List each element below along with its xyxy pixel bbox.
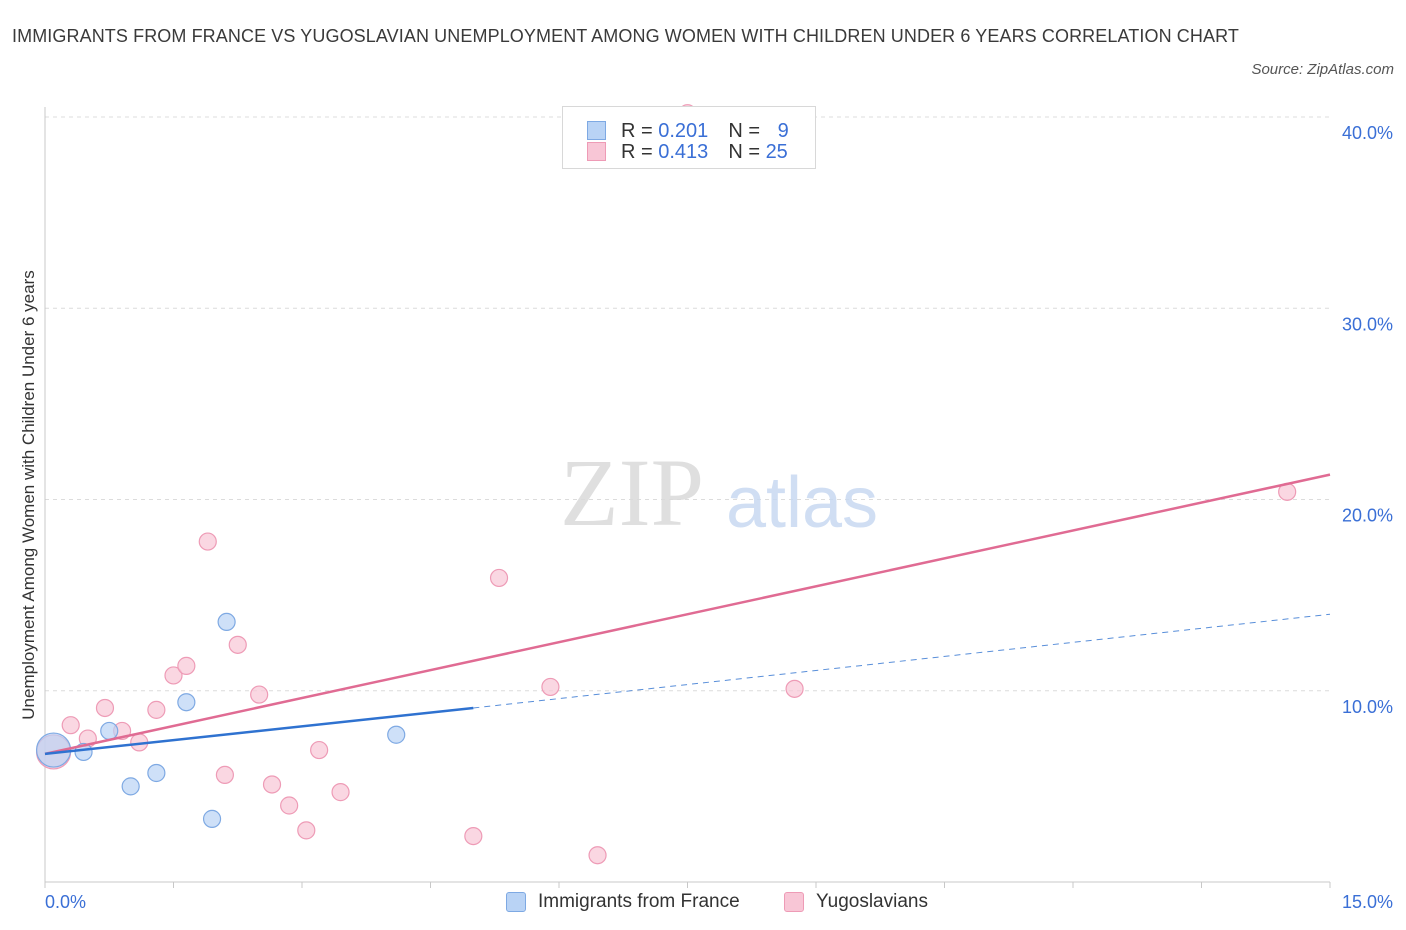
yugo-point — [464, 826, 483, 846]
y-tick-label: 20.0% — [1342, 506, 1393, 526]
y-axis-label: Unemployment Among Women with Children U… — [19, 270, 38, 719]
n-label: N = — [728, 120, 766, 142]
stats-legend: R = 0.201 N = 9 R = 0.413 N = 25 — [562, 106, 816, 169]
yugo-point — [61, 716, 80, 735]
yugo-point — [310, 740, 329, 760]
france-n-value: 9 — [777, 120, 789, 142]
yugo-r-value: 0.413 — [658, 141, 709, 163]
y-tick-label: 10.0% — [1342, 697, 1393, 717]
yugo-point — [95, 698, 115, 718]
chart-title: IMMIGRANTS FROM FRANCE VS YUGOSLAVIAN UN… — [12, 26, 1239, 46]
yugo-legend-label: Yugoslavians — [816, 891, 928, 912]
france-trend-extension — [473, 613, 1331, 709]
yugo-point — [147, 700, 166, 719]
yugo-point — [215, 765, 234, 785]
yugo-point — [280, 796, 299, 815]
france-point — [387, 725, 406, 744]
yugo-point — [541, 677, 560, 697]
yugo-point — [177, 656, 196, 675]
france-point — [100, 721, 119, 741]
yugo-point — [331, 783, 350, 802]
yugo-swatch — [587, 142, 606, 161]
france-legend-label: Immigrants from France — [538, 891, 740, 912]
r-label: R = — [621, 141, 659, 163]
france-point — [74, 742, 93, 762]
n-label: N = — [728, 141, 766, 163]
yugo-point — [588, 846, 607, 865]
france-point — [202, 809, 222, 828]
y-tick-label: 40.0% — [1342, 123, 1393, 143]
yugo-point — [228, 635, 247, 654]
yugo-point — [297, 821, 316, 840]
x-tick-label-min: 0.0% — [45, 892, 86, 912]
yugo-point — [198, 532, 217, 551]
yugo-point — [262, 775, 282, 794]
watermark-atlas: atlas — [726, 463, 878, 543]
yugo-point — [489, 568, 509, 588]
france-r-value: 0.201 — [658, 120, 709, 142]
r-label: R = — [621, 120, 659, 142]
yugo-trend-line — [44, 473, 1331, 756]
france-legend-swatch — [506, 892, 526, 912]
france-point — [217, 612, 236, 632]
x-tick-label-max: 15.0% — [1342, 892, 1393, 912]
stats-legend-text-france: R = 0.201 N = 9 — [621, 118, 789, 144]
yugo-n-value: 25 — [765, 141, 788, 163]
france-trend-line — [44, 706, 474, 756]
yugo-point — [250, 685, 269, 704]
france-point — [147, 763, 166, 783]
yugo-point — [164, 666, 183, 685]
yugo-legend-swatch — [784, 892, 804, 912]
watermark-zip: ZIP — [560, 439, 704, 546]
france-swatch — [587, 121, 606, 140]
france-point — [177, 693, 196, 712]
france-point — [121, 777, 140, 796]
y-tick-label: 30.0% — [1342, 314, 1393, 334]
source-label: Source: ZipAtlas.com — [1251, 61, 1394, 78]
stats-legend-text-yugo: R = 0.413 N = 25 — [621, 139, 788, 165]
yugo-point — [785, 679, 804, 698]
